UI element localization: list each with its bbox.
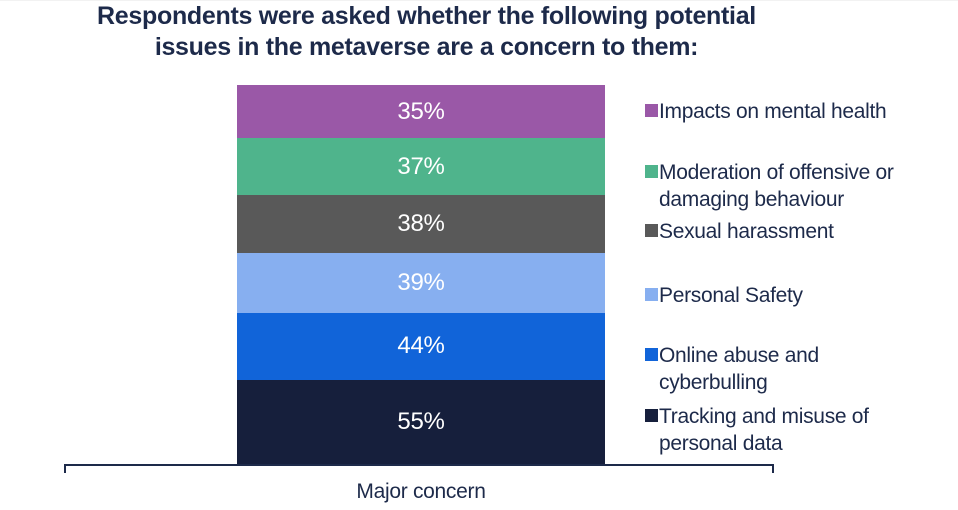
legend-swatch — [645, 104, 658, 117]
legend-swatch — [645, 288, 658, 301]
bar-segment-value-label: 37% — [397, 152, 445, 180]
legend-item-6: Tracking and misuse of personal data — [645, 403, 911, 457]
legend-label: Online abuse and cyberbulling — [659, 344, 819, 394]
legend-item-5: Online abuse and cyberbulling — [645, 342, 911, 396]
x-axis-bracket — [64, 464, 774, 473]
legend-item-2: Moderation of offensive or damaging beha… — [645, 159, 911, 213]
bar-segment-value-label: 35% — [397, 97, 445, 125]
bar-segment-value-label: 55% — [397, 407, 445, 435]
bar-segment-5: 44% — [237, 312, 605, 380]
bar-segment-value-label: 44% — [397, 332, 445, 360]
bar-segment-3: 38% — [237, 195, 605, 254]
legend-item-4: Personal Safety — [645, 282, 803, 309]
x-axis-label: Major concern — [356, 480, 486, 503]
legend-item-1: Impacts on mental health — [645, 98, 887, 125]
legend-swatch — [645, 348, 658, 361]
chart-title: Respondents were asked whether the follo… — [97, 2, 756, 61]
bar-segment-6: 55% — [237, 379, 605, 464]
bar-stack: 35% 37% 38% 39% 44% 55% — [237, 85, 605, 464]
bar-segment-4: 39% — [237, 253, 605, 313]
legend-label: Personal Safety — [659, 284, 803, 307]
legend: Impacts on mental health Moderation of of… — [645, 1, 945, 510]
legend-label: Moderation of offensive or damaging beha… — [659, 161, 894, 211]
bar-segment-1: 35% — [237, 85, 605, 139]
legend-label: Impacts on mental health — [659, 100, 887, 123]
bar-segment-2: 37% — [237, 138, 605, 196]
bar-segment-value-label: 39% — [397, 268, 445, 296]
legend-label: Sexual harassment — [659, 220, 834, 243]
legend-label: Tracking and misuse of personal data — [659, 405, 869, 455]
legend-item-3: Sexual harassment — [645, 218, 834, 245]
legend-swatch — [645, 165, 658, 178]
legend-swatch — [645, 409, 658, 422]
bar-segment-value-label: 38% — [397, 210, 445, 238]
legend-swatch — [645, 224, 658, 237]
